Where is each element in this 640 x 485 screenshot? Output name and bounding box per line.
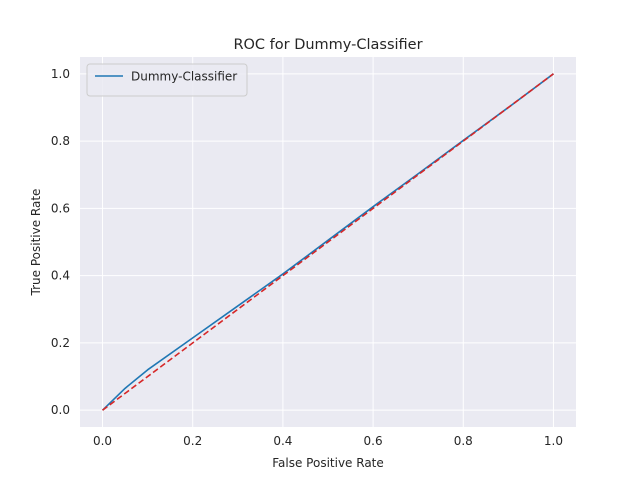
y-tick-label: 0.2	[51, 336, 70, 350]
y-tick-labels: 0.0 0.2 0.4 0.6 0.8 1.0	[51, 67, 70, 417]
x-tick-labels: 0.0 0.2 0.4 0.6 0.8 1.0	[93, 434, 563, 448]
diagonal-reference-line	[102, 73, 554, 411]
x-tick-label: 0.8	[454, 434, 473, 448]
y-tick-label: 0.4	[51, 269, 70, 283]
y-tick-label: 0.8	[51, 134, 70, 148]
legend: Dummy-Classifier	[86, 63, 248, 97]
legend-box	[86, 63, 248, 97]
y-axis-label: True Positive Rate	[29, 189, 43, 297]
x-tick-label: 1.0	[544, 434, 563, 448]
y-tick-label: 0.6	[51, 201, 70, 215]
x-tick-label: 0.2	[183, 434, 202, 448]
x-tick-label: 0.6	[364, 434, 383, 448]
y-tick-label: 1.0	[51, 67, 70, 81]
x-axis-label: False Positive Rate	[272, 456, 384, 470]
series-layer	[101, 73, 554, 411]
y-tick-label: 0.0	[51, 403, 70, 417]
x-tick-label: 0.4	[273, 434, 292, 448]
grid-lines	[80, 57, 576, 427]
chart-title: ROC for Dummy-Classifier	[233, 37, 422, 53]
legend-label: Dummy-Classifier	[131, 70, 237, 84]
x-tick-label: 0.0	[93, 434, 112, 448]
